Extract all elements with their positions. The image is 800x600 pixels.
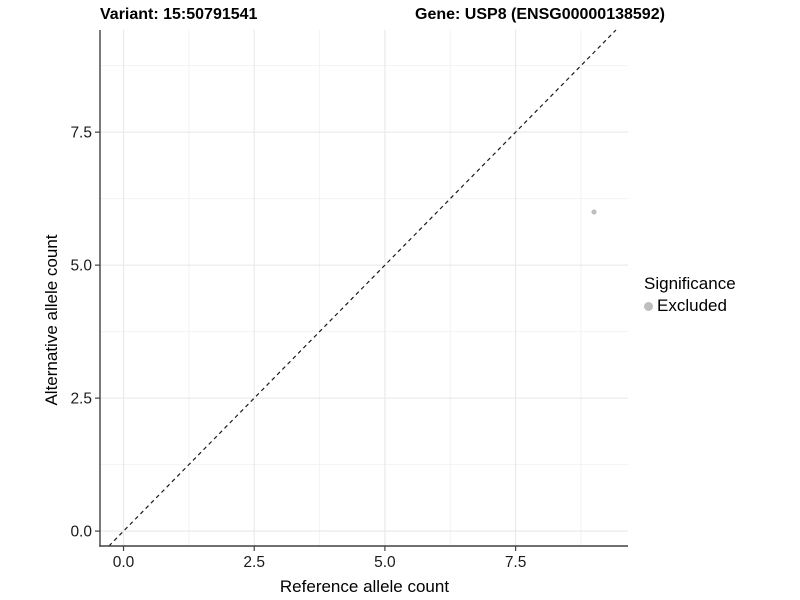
grid-minor <box>100 30 628 546</box>
plot-title-variant: Variant: 15:50791541 <box>100 6 258 23</box>
x-tick-labels: 0.0 2.5 5.0 7.5 <box>113 554 527 571</box>
x-tick-label: 0.0 <box>113 554 135 571</box>
y-axis-title: Alternative allele count <box>42 234 61 406</box>
legend-item-excluded: Excluded <box>644 296 736 316</box>
y-tick-labels: 0.0 2.5 5.0 7.5 <box>70 125 92 541</box>
data-points <box>591 209 597 215</box>
plot-title-gene: Gene: USP8 (ENSG00000138592) <box>415 6 665 23</box>
y-tick-label: 5.0 <box>70 258 92 275</box>
x-axis-title: Reference allele count <box>279 577 450 596</box>
x-tick-label: 5.0 <box>374 554 396 571</box>
legend-item-label: Excluded <box>657 296 727 315</box>
grid-major <box>100 30 628 546</box>
y-tick-label: 7.5 <box>70 125 92 142</box>
data-point <box>591 209 597 215</box>
identity-line <box>108 29 617 547</box>
x-tick-label: 2.5 <box>243 554 265 571</box>
y-tick-label: 2.5 <box>70 391 92 408</box>
y-tick-label: 0.0 <box>70 524 92 541</box>
axis-ticks <box>95 131 517 551</box>
legend: Significance Excluded <box>644 274 736 316</box>
legend-title: Significance <box>644 274 736 293</box>
axis-lines <box>99 30 628 547</box>
x-tick-label: 7.5 <box>505 554 527 571</box>
legend-marker-circle-icon <box>644 301 653 311</box>
